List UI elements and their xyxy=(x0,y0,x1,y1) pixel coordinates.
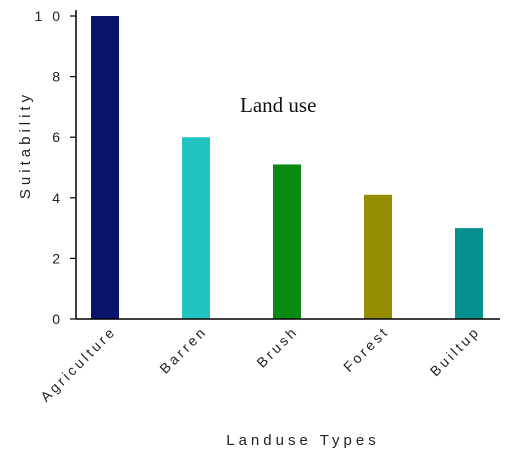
bar-brush xyxy=(273,164,301,319)
y-tick-label: 2 xyxy=(52,250,63,266)
y-ticks-group: 0 2 4 6 8 1 0 xyxy=(35,8,76,327)
y-tick-label: 1 0 xyxy=(35,8,63,24)
y-tick-label: 0 xyxy=(52,311,63,327)
x-tick-label-forest: Forest xyxy=(340,323,392,375)
chart-title: Land use xyxy=(240,93,316,117)
y-tick-label: 4 xyxy=(52,190,63,206)
bar-forest xyxy=(364,194,392,319)
x-tick-label-builtup: Builtup xyxy=(427,323,483,379)
bars-group xyxy=(91,16,483,319)
y-tick-label: 8 xyxy=(52,69,63,85)
x-tick-labels-group: Agriculture Barren Brush Forest Builtup xyxy=(37,323,483,405)
x-tick-label-brush: Brush xyxy=(253,323,301,371)
x-axis-title: Landuse Types xyxy=(226,432,379,449)
bar-barren xyxy=(182,137,210,319)
y-tick-label: 6 xyxy=(52,129,63,145)
bar-agriculture xyxy=(91,16,119,319)
bar-builtup xyxy=(455,228,483,319)
x-tick-label-barren: Barren xyxy=(156,323,210,377)
y-axis-title: Suitability xyxy=(17,91,34,199)
x-tick-label-agriculture: Agriculture xyxy=(37,323,119,405)
